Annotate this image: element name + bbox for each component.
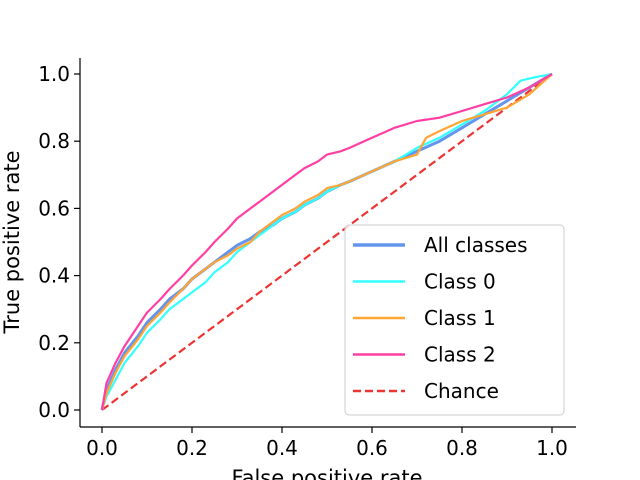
series-layer bbox=[100, 72, 553, 411]
series-line-class-0 bbox=[100, 72, 553, 411]
y-tick-label: 0.8 bbox=[38, 129, 70, 153]
legend-label-class-2: Class 2 bbox=[424, 343, 496, 367]
legend-label-all-classes: All classes bbox=[424, 233, 528, 257]
y-tick-label: 1.0 bbox=[38, 62, 70, 86]
ticks-layer: 0.0 0.2 0.4 0.6 0.8 1.0 0.0 0.2 0.4 0.6 0.8 1.0 bbox=[38, 62, 568, 460]
x-tick-label: 0.2 bbox=[176, 436, 208, 460]
y-tick-label: 0.0 bbox=[38, 398, 70, 422]
series-line-chance bbox=[101, 73, 553, 411]
legend-label-chance: Chance bbox=[424, 379, 499, 403]
x-tick-label: 1.0 bbox=[536, 436, 568, 460]
series-line-class-2 bbox=[100, 73, 553, 411]
x-tick-label: 0.0 bbox=[86, 436, 118, 460]
x-axis-label: False positive rate bbox=[231, 466, 422, 480]
axes-layer bbox=[79, 58, 576, 428]
x-tick-label: 0.6 bbox=[356, 436, 388, 460]
y-tick-label: 0.2 bbox=[38, 331, 70, 355]
legend-label-class-0: Class 0 bbox=[424, 270, 496, 294]
legend-frame bbox=[344, 224, 565, 416]
legend-label-class-1: Class 1 bbox=[424, 306, 496, 330]
x-tick-label: 0.4 bbox=[266, 436, 298, 460]
legend: All classes Class 0 Class 1 Class 2 Chance bbox=[344, 224, 565, 416]
series-line-class-1 bbox=[100, 73, 553, 411]
y-tick-label: 0.4 bbox=[38, 264, 70, 288]
x-tick-label: 0.8 bbox=[446, 436, 478, 460]
y-tick-label: 0.6 bbox=[38, 196, 70, 220]
y-axis-label: True positive rate bbox=[0, 151, 24, 335]
